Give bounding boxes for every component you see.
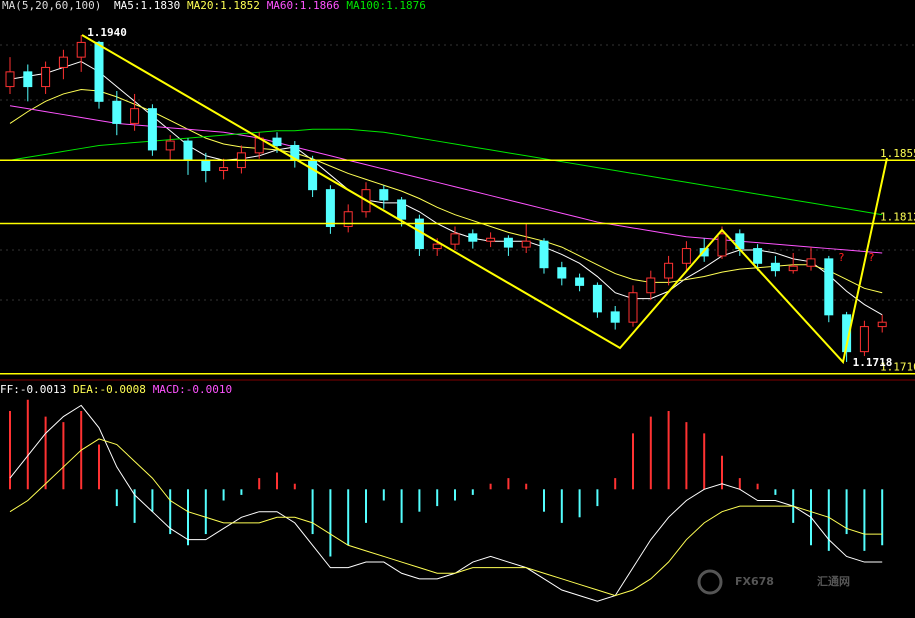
candle-body xyxy=(219,167,229,172)
candle-body xyxy=(41,66,51,88)
candle-body xyxy=(503,237,513,248)
candle-body xyxy=(575,277,585,286)
candle-body xyxy=(112,100,122,124)
candle-body xyxy=(325,189,335,227)
question-mark: ? xyxy=(838,251,845,264)
price-annotation: 1.1940 xyxy=(87,26,127,39)
candle-body xyxy=(788,265,798,272)
price-annotation: 1.1718 xyxy=(853,356,893,369)
candle-body xyxy=(592,284,602,313)
watermark: 汇通网 xyxy=(817,575,850,588)
candle-body xyxy=(183,140,193,161)
candle-body xyxy=(5,71,15,88)
candle-body xyxy=(165,140,175,151)
watermark-logo xyxy=(697,569,723,595)
candle-body xyxy=(770,262,780,272)
legend-entry: MACD:-0.0010 xyxy=(153,383,232,396)
candle-body xyxy=(699,248,709,257)
candle-body xyxy=(664,262,674,279)
level-label: 1.1812 xyxy=(880,211,915,224)
candle-body xyxy=(58,56,68,68)
candle-body xyxy=(379,189,389,201)
macd-line xyxy=(9,438,883,597)
legend-entry: MA20:1.1852 xyxy=(187,0,260,12)
candle-body xyxy=(147,108,157,151)
candle-body xyxy=(343,211,353,227)
level-label: 1.1855 xyxy=(880,147,915,160)
candle-body xyxy=(468,233,478,242)
candle-body xyxy=(557,267,567,279)
legend-entry: MA60:1.1866 xyxy=(267,0,340,12)
candle-body xyxy=(201,159,211,172)
candle-body xyxy=(308,159,318,191)
candle-body xyxy=(272,137,282,146)
candle-body xyxy=(824,258,834,316)
trend-line xyxy=(81,34,888,365)
candle-body xyxy=(539,240,549,269)
candle-body xyxy=(842,314,852,353)
legend-entry: FF:-0.0013 xyxy=(0,383,66,396)
indicator-label: MA(5,20,60,100) xyxy=(2,0,101,12)
legend-entry: MA100:1.1876 xyxy=(346,0,425,12)
candle-body xyxy=(646,277,656,294)
candle-body xyxy=(717,233,727,257)
legend-entry: DEA:-0.0008 xyxy=(73,383,146,396)
candle-body xyxy=(753,248,763,264)
candle-body xyxy=(877,321,887,328)
candle-body xyxy=(432,243,442,250)
candle-body xyxy=(521,240,531,248)
candle-body xyxy=(450,233,460,245)
watermark: FX678 xyxy=(735,575,774,588)
candle-body xyxy=(681,248,691,264)
candle-body xyxy=(806,258,816,267)
candle-body xyxy=(94,41,104,102)
candle-body xyxy=(76,41,86,58)
candle-body xyxy=(610,311,620,323)
macd-line xyxy=(9,404,883,602)
candle-body xyxy=(859,326,869,353)
legend-entry: MA5:1.1830 xyxy=(114,0,180,12)
candle-body xyxy=(628,292,638,323)
candle-body xyxy=(397,199,407,220)
level-label: 1.1710 xyxy=(880,361,915,374)
candle-body xyxy=(23,71,33,88)
question-mark: ? xyxy=(868,251,875,264)
candle-body xyxy=(130,108,140,124)
candle-body xyxy=(486,237,496,242)
